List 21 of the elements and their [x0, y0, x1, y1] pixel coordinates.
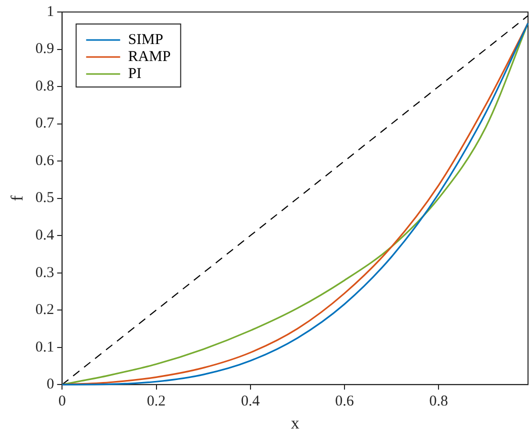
x-tick-label: 0.2: [146, 394, 166, 410]
y-tick-label: 0.9: [35, 41, 54, 58]
legend-label: SIMP: [128, 32, 164, 48]
x-tick-label: 0: [58, 394, 66, 410]
y-tick-label: 0.8: [35, 78, 54, 94]
y-tick-label: 0.7: [35, 116, 55, 132]
y-tick-label: 0.6: [35, 152, 55, 169]
x-axis-title: x: [290, 413, 300, 432]
y-tick-label: 0.1: [35, 339, 54, 356]
y-axis-title: f: [8, 195, 27, 202]
y-tick-label: 0.4: [35, 227, 55, 244]
x-tick-label: 0.4: [240, 394, 260, 410]
y-tick-label: 0: [46, 376, 54, 393]
x-tick-label: 0.8: [429, 394, 448, 410]
x-tick-label: 0.6: [335, 394, 354, 410]
y-tick-label: 0.2: [35, 302, 54, 318]
y-tick-label: 0.5: [35, 190, 54, 206]
legend-label: PI: [128, 66, 142, 82]
legend-label: RAMP: [128, 48, 171, 65]
y-tick-label: 1: [46, 4, 54, 20]
y-tick-label: 0.3: [35, 264, 54, 281]
